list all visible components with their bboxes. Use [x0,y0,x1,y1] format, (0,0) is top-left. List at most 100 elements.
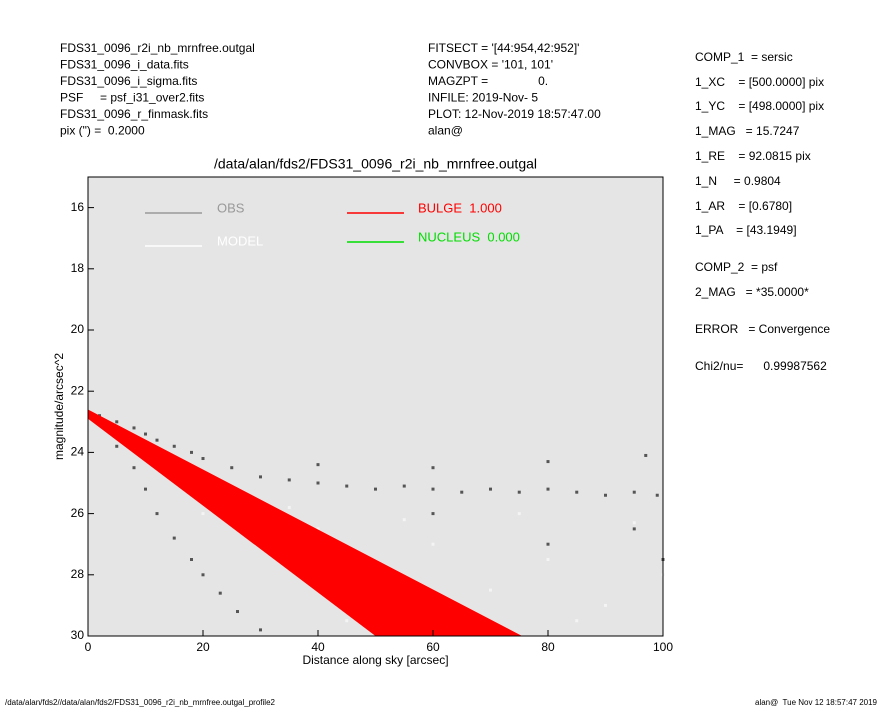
y-tick-label: 18 [71,261,85,275]
data-point [115,420,119,424]
footer-left: /data/alan/fds2//data/alan/fds2/FDS31_00… [5,698,276,707]
side-text: 1_PA = [43.1949] [695,223,797,237]
data-point [546,558,550,561]
footer-right: alan@ Tue Nov 12 18:57:47 2019 [755,698,878,707]
x-tick-label: 20 [196,640,210,654]
data-point [155,512,159,516]
data-point [345,484,349,488]
data-point [230,466,234,470]
data-point [218,591,222,595]
header-text: CONVBOX = '101, 101' [428,58,553,72]
header-text: MAGZPT = 0. [428,74,548,88]
data-point [517,512,521,516]
side-text: COMP_1 = sersic [695,50,793,64]
plot-area [88,177,663,636]
side-text: COMP_2 = psf [695,260,778,274]
data-point [259,628,262,632]
y-tick-label: 28 [71,567,85,581]
data-point [259,475,262,479]
header-text: FDS31_0096_r2i_nb_mrnfree.outgal [60,41,255,55]
data-point [604,493,607,497]
data-point [632,521,636,525]
data-point [287,505,291,509]
data-point [316,527,320,531]
side-text: 1_XC = [500.0000] pix [695,75,824,89]
side-text: 1_YC = [498.0000] pix [695,99,824,113]
plot-frame [87,176,664,637]
x-tick-label: 80 [541,640,555,654]
header-text: FDS31_0096_r_finmask.fits [60,107,208,121]
data-point [517,490,521,494]
data-point [489,588,492,592]
legend-label: BULGE 1.000 [418,200,502,215]
data-point [604,603,607,607]
data-point [345,619,349,623]
y-tick-label: 30 [71,628,85,642]
x-tick-label: 0 [85,640,92,654]
data-point [201,457,205,461]
data-point [316,481,320,485]
side-text: Chi2/nu= 0.99987562 [695,359,827,373]
side-text: ERROR = Convergence [695,322,830,336]
side-text: 1_RE = 92.0815 pix [695,149,811,163]
data-point [201,573,205,577]
data-point [132,466,136,470]
data-point [655,493,659,497]
data-point [546,487,550,491]
data-point [402,484,406,488]
data-point [632,490,636,494]
x-tick-label: 100 [653,640,673,654]
data-point [489,487,492,491]
data-point [575,490,579,494]
data-point [115,444,119,448]
data-point [431,487,435,491]
data-point [546,460,550,464]
data-point [190,558,193,561]
data-point [575,619,579,623]
data-point [644,453,648,457]
header-text: PSF = psf_i31_over2.fits [60,91,204,105]
data-point [236,610,239,614]
y-tick-label: 26 [71,506,85,520]
header-text: FDS31_0096_i_data.fits [60,58,189,72]
y-tick-label: 24 [71,445,85,459]
data-point [287,478,291,482]
data-point [460,490,464,494]
side-text: 2_MAG = *35.0000* [695,285,809,299]
data-point [172,444,176,448]
x-tick-label: 60 [426,640,440,654]
data-point [155,438,159,442]
data-point [144,432,147,436]
header-text: FDS31_0096_i_sigma.fits [60,74,197,88]
data-point [190,450,193,454]
data-point [632,527,636,531]
x-tick-label: 40 [311,640,325,654]
data-point [201,512,205,516]
data-point [402,518,406,522]
side-text: 1_MAG = 15.7247 [695,124,800,138]
data-point [431,542,435,546]
y-tick-label: 20 [71,322,85,336]
data-point [374,487,377,491]
header-text: FITSECT = '[44:954,42:952]' [428,41,579,55]
side-text: 1_N = 0.9804 [695,174,781,188]
data-point [431,512,435,516]
chart-title: /data/alan/fds2/FDS31_0096_r2i_nb_mrnfre… [214,156,537,172]
header-text: PLOT: 12-Nov-2019 18:57:47.00 [428,107,601,121]
data-point [172,536,176,540]
legend-label: OBS [217,200,245,215]
header-text: INFILE: 2019-Nov- 5 [428,91,538,105]
data-point [316,463,320,467]
bulge-band [88,409,523,636]
y-tick-label: 16 [71,200,85,214]
x-axis-label: Distance along sky [arcsec] [302,653,448,667]
data-point [144,487,147,491]
y-tick-label: 22 [71,383,85,397]
data-point [431,466,435,470]
legend-label: NUCLEUS 0.000 [418,229,520,244]
header-text: alan@ [428,124,463,138]
legend-label: MODEL [217,233,263,248]
y-axis-label: magnitude/arcsec^2 [52,353,66,460]
data-point [546,542,550,546]
